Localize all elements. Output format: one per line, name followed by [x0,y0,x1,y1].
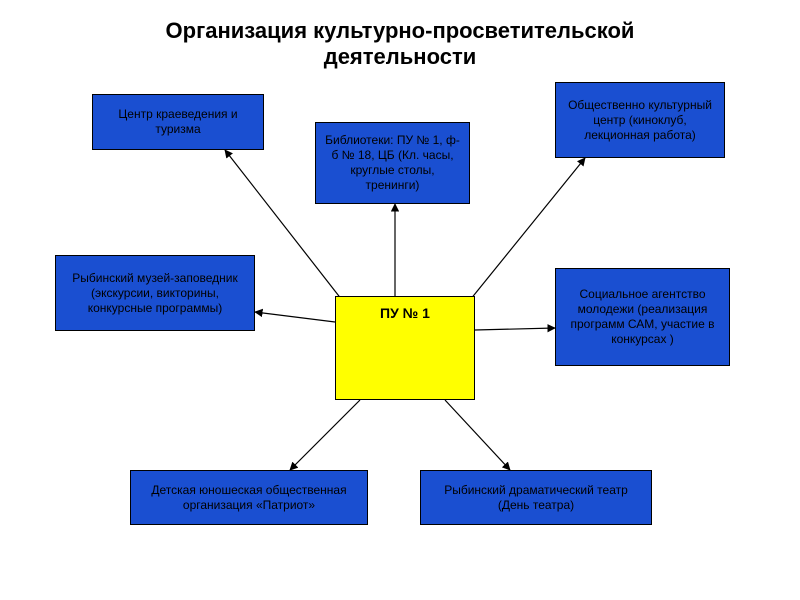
title-line1: Организация культурно-просветительской [166,18,635,43]
node-label: Детская юношеская общественная организац… [137,483,361,513]
diagram-node: Рыбинский драматический театр (День теат… [420,470,652,525]
diagram-node: Социальное агентство молодежи (реализаци… [555,268,730,366]
connector-line [255,312,335,322]
connector-line [290,400,360,470]
node-label: Библиотеки: ПУ № 1, ф-б № 18, ЦБ (Кл. ча… [322,133,463,193]
node-label: Центр краеведения и туризма [99,107,257,137]
diagram-node: Рыбинский музей-заповедник (экскурсии, в… [55,255,255,331]
diagram-node: Общественно культурный центр (киноклуб, … [555,82,725,158]
center-label: ПУ № 1 [380,305,430,323]
node-label: Социальное агентство молодежи (реализаци… [562,287,723,347]
connector-line [445,400,510,470]
page-title: Организация культурно-просветительской д… [0,0,800,71]
node-label: Рыбинский музей-заповедник (экскурсии, в… [62,271,248,316]
title-line2: деятельности [324,44,477,69]
diagram-node: Библиотеки: ПУ № 1, ф-б № 18, ЦБ (Кл. ча… [315,122,470,204]
diagram-node: Детская юношеская общественная организац… [130,470,368,525]
node-label: Рыбинский драматический театр (День теат… [427,483,645,513]
center-node: ПУ № 1 [335,296,475,400]
node-label: Общественно культурный центр (киноклуб, … [562,98,718,143]
connector-line [475,328,555,330]
diagram-node: Центр краеведения и туризма [92,94,264,150]
